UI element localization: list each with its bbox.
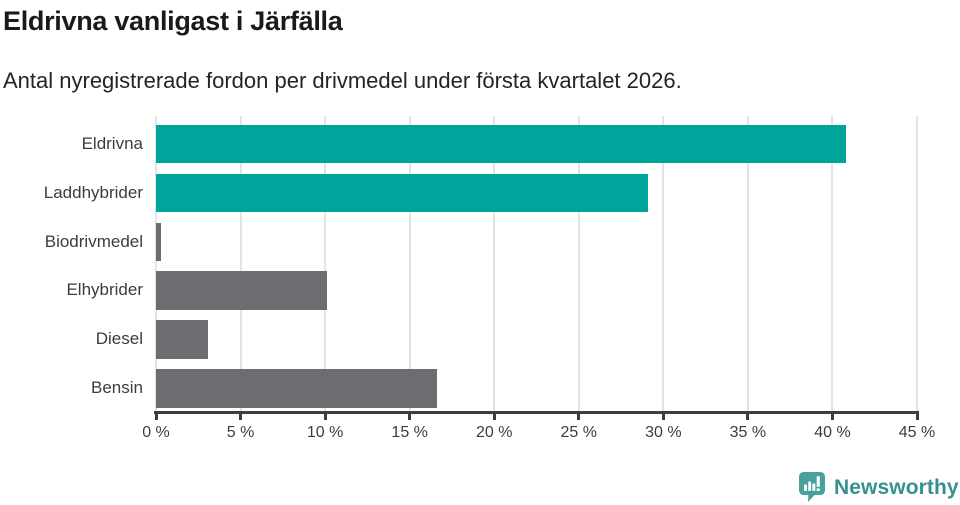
bar-eldrivna bbox=[156, 124, 846, 164]
x-tick-label: 40 % bbox=[814, 424, 851, 441]
x-axis-tick bbox=[323, 411, 327, 420]
x-tick-label: 20 % bbox=[475, 424, 513, 441]
x-axis-tick bbox=[408, 411, 412, 420]
x-tick-label: 35 % bbox=[729, 424, 767, 441]
category-label: Laddhybrider bbox=[43, 182, 143, 202]
gridline-25 bbox=[577, 116, 580, 411]
gridline-35 bbox=[746, 116, 749, 411]
category-label: Bensin bbox=[91, 378, 143, 398]
x-tick-label: 0 % bbox=[142, 424, 170, 441]
x-axis-tick bbox=[746, 411, 750, 420]
category-label: Elhybrider bbox=[66, 280, 143, 300]
gridline-15 bbox=[408, 116, 411, 411]
x-axis-tick bbox=[577, 411, 581, 420]
newsworthy-brand: Newsworthy bbox=[799, 472, 959, 503]
bar-elhybrider bbox=[156, 271, 327, 311]
x-tick-label: 10 % bbox=[306, 424, 344, 441]
gridline-5 bbox=[239, 116, 242, 411]
gridline-10 bbox=[324, 116, 327, 411]
gridline-45 bbox=[916, 116, 918, 411]
x-axis-tick bbox=[154, 411, 158, 420]
x-tick-label: 5 % bbox=[226, 424, 255, 441]
bar-chart-plot-area: Eldrivna Laddhybrider Biodrivmedel Elhybrid… bbox=[43, 116, 936, 441]
x-tick-label: 15 % bbox=[391, 424, 428, 441]
gridline-40 bbox=[831, 116, 834, 411]
gridline-0 bbox=[155, 116, 157, 411]
bar-biodrivmedel bbox=[156, 222, 162, 262]
x-axis-tick bbox=[830, 411, 834, 420]
chart-subtitle: Antal nyregistrerade fordon per drivmede… bbox=[3, 68, 682, 93]
x-axis-tick bbox=[915, 411, 919, 420]
x-axis-tick bbox=[661, 411, 665, 420]
newsworthy-logo-icon bbox=[799, 472, 825, 502]
category-label: Biodrivmedel bbox=[44, 231, 143, 251]
bar-bensin bbox=[156, 369, 437, 408]
bar-laddhybrider bbox=[156, 173, 649, 213]
x-tick-label: 25 % bbox=[560, 424, 597, 441]
bar-diesel bbox=[156, 320, 209, 359]
category-label: Eldrivna bbox=[81, 133, 143, 153]
chart-title: Eldrivna vanligast i Järfälla bbox=[3, 6, 343, 36]
x-axis-tick bbox=[492, 411, 496, 420]
brand-name: Newsworthy bbox=[834, 475, 959, 499]
x-axis-tick bbox=[239, 411, 243, 420]
x-axis-line bbox=[154, 411, 919, 414]
x-tick-label: 45 % bbox=[898, 424, 936, 441]
gridline-30 bbox=[662, 116, 665, 411]
x-tick-label: 30 % bbox=[645, 424, 682, 441]
gridline-20 bbox=[493, 116, 496, 411]
category-label: Diesel bbox=[95, 329, 143, 349]
